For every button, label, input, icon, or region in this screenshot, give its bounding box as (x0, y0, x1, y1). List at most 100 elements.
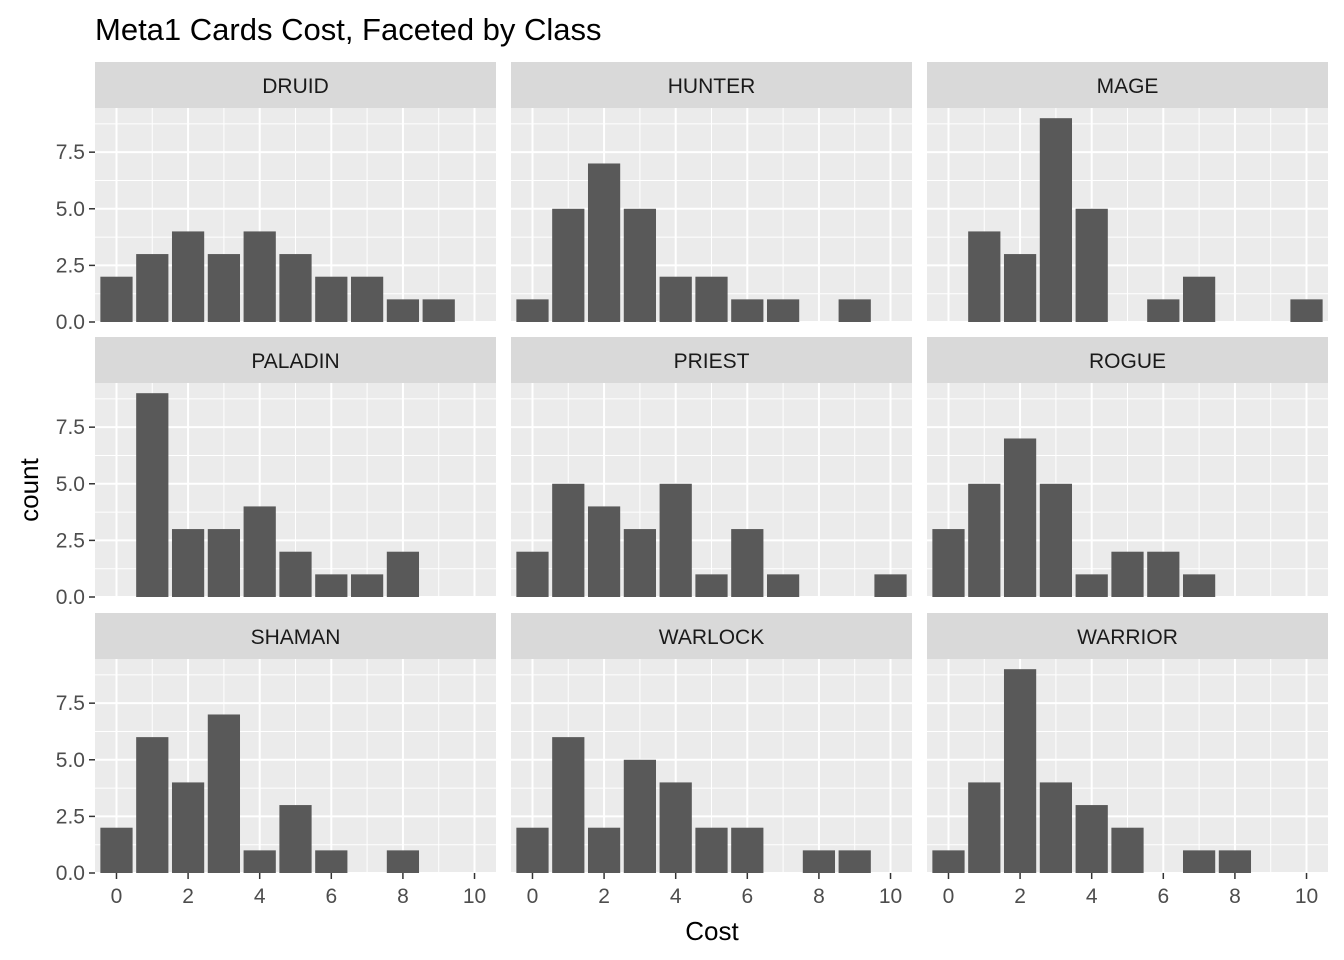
bar (386, 551, 420, 597)
y-tick-label: 2.5 (56, 529, 85, 552)
bar (1147, 551, 1180, 597)
facet-strip-label: ROGUE (1089, 350, 1166, 373)
bar (1039, 782, 1073, 873)
y-tick-label: 7.5 (56, 141, 85, 164)
bar (315, 574, 348, 597)
bar (766, 574, 800, 597)
facet-strip-label: MAGE (1097, 75, 1159, 98)
bar (207, 529, 241, 597)
x-axis-title: Cost (685, 916, 739, 946)
facet-strip (927, 337, 1328, 383)
facet-rogue: ROGUE (927, 337, 1328, 598)
facet-shaman: SHAMAN 0.0 2.5 5.0 7.5 0 2 4 6 8 10 (56, 613, 496, 908)
bar (422, 299, 455, 322)
facet-paladin: PALADIN 0.0 2.5 5.0 7.5 (56, 337, 496, 609)
bar (207, 714, 241, 873)
bar (1003, 438, 1037, 597)
bar (171, 782, 205, 873)
facet-strip (511, 62, 912, 108)
bar (243, 850, 276, 873)
bar (695, 276, 728, 322)
bar (659, 782, 692, 873)
facet-strip (95, 337, 496, 383)
x-tick-label: 2 (182, 885, 194, 908)
x-tick-label: 2 (1014, 885, 1026, 908)
x-tick-label: 0 (943, 885, 955, 908)
bar (207, 254, 241, 322)
bar (136, 737, 169, 873)
x-tick-label: 4 (254, 885, 266, 908)
bar (932, 850, 965, 873)
bar (100, 827, 133, 873)
x-tick-label: 4 (1086, 885, 1098, 908)
bar (100, 276, 133, 322)
bar (623, 759, 657, 873)
bar (552, 483, 585, 597)
bar (623, 208, 657, 322)
bar (552, 208, 585, 322)
y-tick-label: 0.0 (56, 311, 85, 334)
y-tick-label: 5.0 (56, 198, 85, 221)
y-axis-title: count (14, 457, 44, 521)
bar (587, 163, 621, 322)
x-tick-label: 10 (463, 885, 486, 908)
bar (659, 483, 692, 597)
bar (731, 827, 764, 873)
x-tick-label: 0 (111, 885, 123, 908)
x-tick-label: 8 (1229, 885, 1241, 908)
y-tick-label: 7.5 (56, 416, 85, 439)
bar (315, 276, 348, 322)
bar (1111, 551, 1144, 597)
bar (1182, 276, 1216, 322)
facet-priest: PRIEST (511, 337, 912, 598)
bar (623, 529, 657, 597)
bar (587, 506, 621, 597)
bar (171, 529, 205, 597)
y-tick-label: 0.0 (56, 862, 85, 885)
x-tick-label: 4 (670, 885, 682, 908)
bar (1039, 483, 1073, 597)
bar (731, 299, 764, 322)
bar (659, 276, 692, 322)
bar (136, 393, 169, 597)
x-tick-label: 0 (527, 885, 539, 908)
bar (1039, 118, 1073, 322)
bar (279, 805, 312, 873)
bar (350, 276, 384, 322)
bar (1075, 805, 1108, 873)
bar (874, 574, 907, 597)
x-tick-label: 2 (598, 885, 610, 908)
facet-strip-label: WARLOCK (659, 626, 764, 649)
facet-druid: DRUID 0.0 2.5 5.0 7.5 (56, 62, 496, 334)
x-tick-label: 6 (1157, 885, 1169, 908)
facet-strip-label: SHAMAN (251, 626, 341, 649)
bar (1075, 574, 1108, 597)
y-tick-label: 2.5 (56, 254, 85, 277)
bar (695, 574, 728, 597)
bar (587, 827, 621, 873)
bar (968, 231, 1001, 322)
x-tick-label: 10 (1295, 885, 1318, 908)
bar (516, 551, 549, 597)
facet-strip (927, 62, 1328, 108)
facet-hunter: HUNTER (511, 62, 912, 323)
facet-strip (95, 613, 496, 659)
facet-strip-label: PALADIN (251, 350, 339, 373)
bar (838, 850, 871, 873)
facet-mage: MAGE (927, 62, 1328, 323)
x-tick-label: 8 (397, 885, 409, 908)
bar (1147, 299, 1180, 322)
bar (731, 529, 764, 597)
bar (386, 850, 420, 873)
bar (968, 483, 1001, 597)
x-tick-label: 6 (741, 885, 753, 908)
bar (350, 574, 384, 597)
x-tick-label: 6 (325, 885, 337, 908)
facet-strip-label: DRUID (262, 75, 329, 98)
bar (1003, 669, 1037, 873)
bar (1182, 850, 1216, 873)
facets-layer: DRUID 0.0 2.5 5.0 7.5 HUNTER MAGE PALADIN 0.0 2.5… (56, 62, 1328, 908)
bar (1075, 208, 1108, 322)
bar (552, 737, 585, 873)
